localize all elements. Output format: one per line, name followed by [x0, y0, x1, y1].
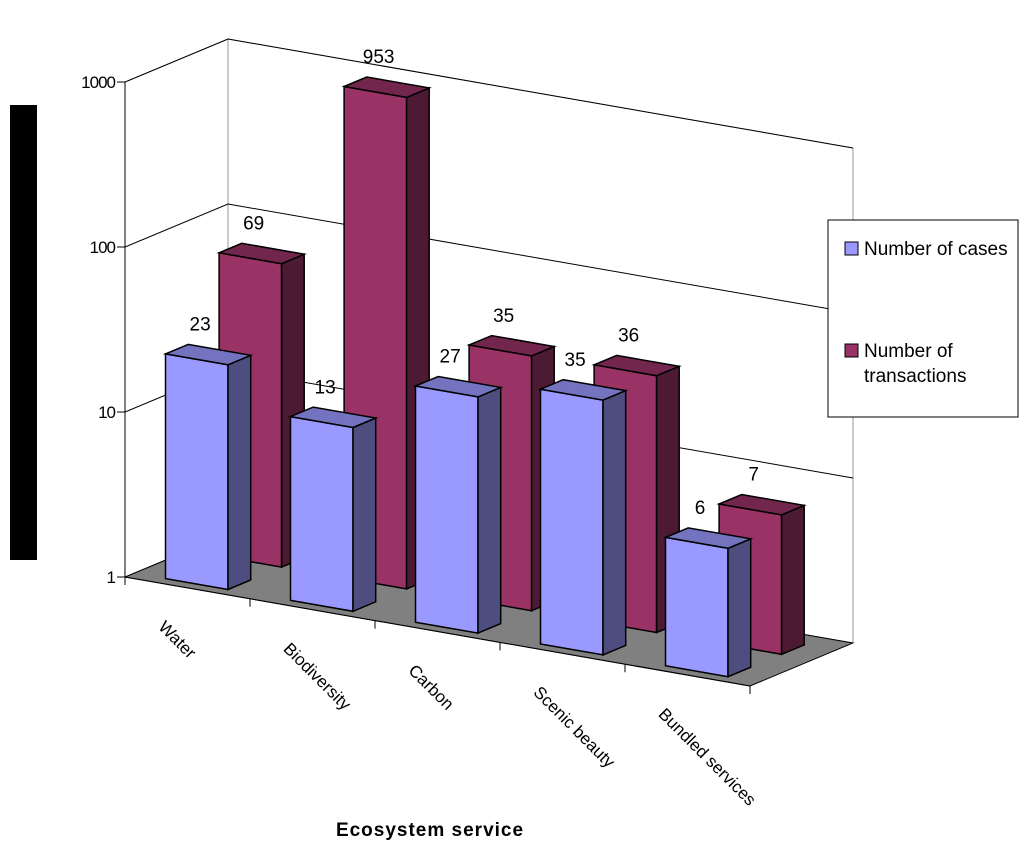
data-label: 7	[748, 465, 759, 486]
bar-front	[289, 415, 354, 613]
bar-cases	[662, 527, 754, 678]
data-label: 13	[315, 377, 336, 398]
bar-side	[477, 386, 502, 635]
legend: Number of cases Number of transactions	[827, 219, 1019, 418]
bar-cases	[412, 375, 504, 635]
bars	[162, 76, 807, 678]
category-label: Bundled services	[655, 704, 760, 809]
legend-box	[827, 219, 1019, 418]
category-label: Carbon	[405, 661, 458, 714]
bar-top	[537, 378, 629, 401]
bar-top	[341, 76, 432, 99]
y-tick-label: 1000	[81, 73, 115, 92]
bar-front	[539, 388, 604, 656]
bar-top	[716, 493, 807, 516]
legend-label-cases: Number of cases	[864, 239, 1008, 260]
bar-top	[662, 527, 754, 550]
bar-side	[227, 354, 252, 591]
bar-side	[602, 389, 627, 657]
bar-top	[412, 375, 504, 398]
y-tick-label: 100	[90, 238, 116, 257]
bar-cases	[287, 406, 379, 613]
category-label: Water	[155, 617, 200, 662]
data-label: 35	[565, 350, 586, 371]
legend-swatch-transactions	[844, 343, 859, 358]
data-label: 953	[363, 47, 395, 68]
bar-side	[780, 504, 805, 656]
data-label: 6	[695, 498, 706, 519]
bar-top	[591, 354, 682, 377]
left-black-bar	[10, 105, 37, 560]
bar-top	[287, 406, 379, 429]
bar-side	[352, 416, 377, 613]
data-label: 27	[440, 347, 461, 368]
gridline	[124, 203, 854, 314]
bar-top	[162, 343, 254, 366]
x-axis-title: Ecosystem service	[336, 820, 524, 841]
gridline	[124, 38, 854, 149]
y-tick-label: 1	[107, 568, 116, 587]
bar-front	[414, 385, 479, 634]
data-label: 36	[618, 326, 639, 347]
category-label: Biodiversity	[280, 639, 355, 714]
data-labels: 69 953 35 36 7 23 13 27 35 6	[190, 47, 759, 519]
bar-side	[727, 537, 752, 678]
x-axis-line	[124, 576, 751, 687]
y-tick-label: 10	[98, 403, 115, 422]
legend-label-transactions: Number of transactions	[864, 341, 966, 387]
bar-front	[164, 353, 229, 591]
bar-top	[466, 334, 557, 357]
y-axis-ticks: 1 10 100 1000	[81, 73, 751, 694]
bar-front	[664, 536, 729, 678]
data-label: 69	[243, 214, 264, 235]
bar-top	[216, 242, 307, 265]
bar-cases	[162, 343, 254, 591]
data-label: 23	[190, 315, 211, 336]
legend-swatch-cases	[844, 241, 859, 256]
data-label: 35	[493, 306, 514, 327]
category-label: Scenic beauty	[530, 683, 619, 772]
bar-cases	[537, 378, 629, 657]
